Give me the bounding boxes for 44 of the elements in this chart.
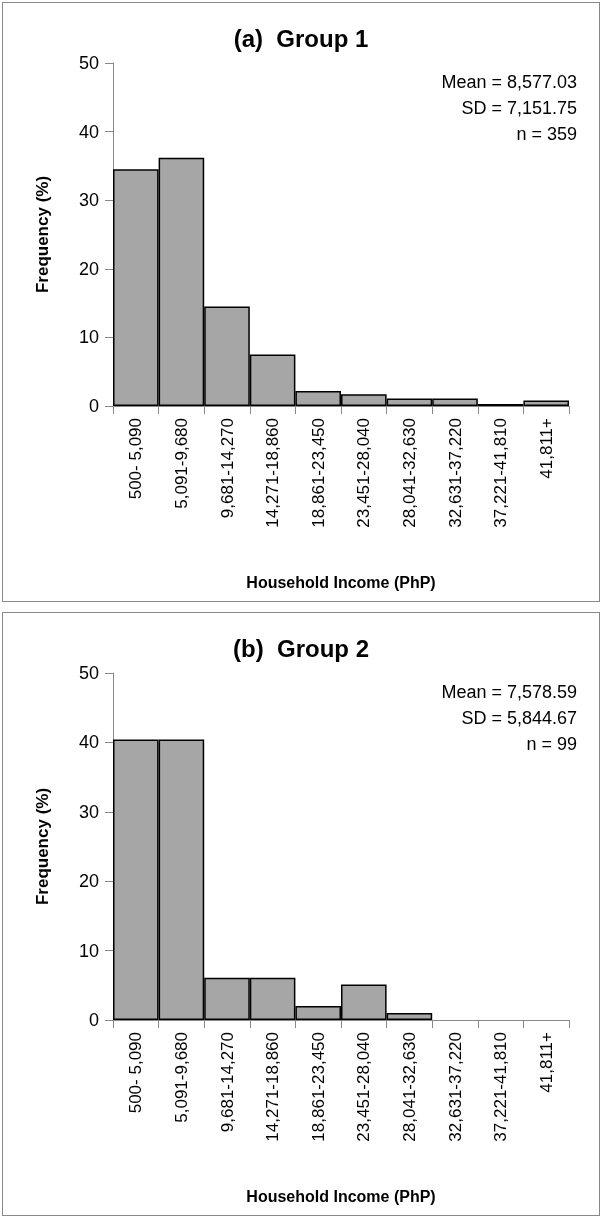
x-tick-label: 28,041-32,630	[399, 418, 419, 528]
x-tick-label: 37,221-41,810	[491, 1032, 511, 1142]
x-axis-title: Household Income (PhP)	[246, 573, 436, 591]
x-tick-label: 23,451-28,040	[354, 418, 374, 528]
x-tick-label: 41,811+	[536, 1031, 556, 1093]
y-tick-label: 40	[78, 121, 99, 142]
x-tick-label: 18,861-23,450	[308, 418, 328, 528]
y-tick-label: 0	[88, 1010, 99, 1030]
y-axis-title: Frequency (%)	[33, 175, 52, 294]
y-tick-label: 20	[78, 871, 99, 892]
y-tick-label: 30	[78, 190, 99, 211]
x-tick-label: 32,631-37,220	[445, 418, 465, 528]
y-tick-label: 0	[88, 396, 99, 416]
y-tick-label: 40	[78, 732, 99, 753]
x-tick-label: 500- 5,090	[126, 418, 146, 500]
annotation: SD = 5,844.67	[461, 708, 578, 728]
x-tick-label: 32,631-37,220	[445, 1032, 465, 1142]
x-tick-label: 23,451-28,040	[354, 1032, 374, 1142]
x-tick-label: 28,041-32,630	[399, 1032, 419, 1142]
x-tick-label: 14,271-18,860	[263, 418, 283, 528]
y-tick-label: 10	[78, 940, 99, 961]
chart-title: (b) Group 2	[233, 634, 369, 662]
y-tick-label: 20	[78, 258, 99, 279]
y-axis-title: Frequency (%)	[33, 787, 52, 906]
x-tick-label: 5,091-9,680	[171, 1032, 191, 1123]
annotation: Mean = 8,577.03	[441, 72, 577, 92]
x-tick-label: 500- 5,090	[126, 1032, 146, 1114]
x-tick-label: 37,221-41,810	[491, 418, 511, 528]
annotation: n = 359	[516, 124, 578, 144]
x-tick-label: 41,811+	[536, 417, 556, 479]
y-tick-label: 10	[78, 327, 99, 348]
x-tick-label: 14,271-18,860	[263, 1032, 283, 1142]
annotation: SD = 7,151.75	[461, 98, 578, 118]
y-tick-label: 30	[78, 801, 99, 822]
annotation: n = 99	[526, 734, 577, 754]
x-axis-title: Household Income (PhP)	[246, 1187, 436, 1205]
x-tick-label: 18,861-23,450	[308, 1032, 328, 1142]
x-tick-label: 9,681-14,270	[217, 418, 237, 519]
x-tick-label: 5,091-9,680	[171, 418, 191, 509]
chart-title: (a) Group 1	[233, 24, 369, 52]
x-tick-label: 9,681-14,270	[217, 1032, 237, 1133]
annotation: Mean = 7,578.59	[441, 682, 577, 702]
y-tick-label: 50	[78, 663, 99, 683]
y-tick-label: 50	[78, 53, 99, 73]
